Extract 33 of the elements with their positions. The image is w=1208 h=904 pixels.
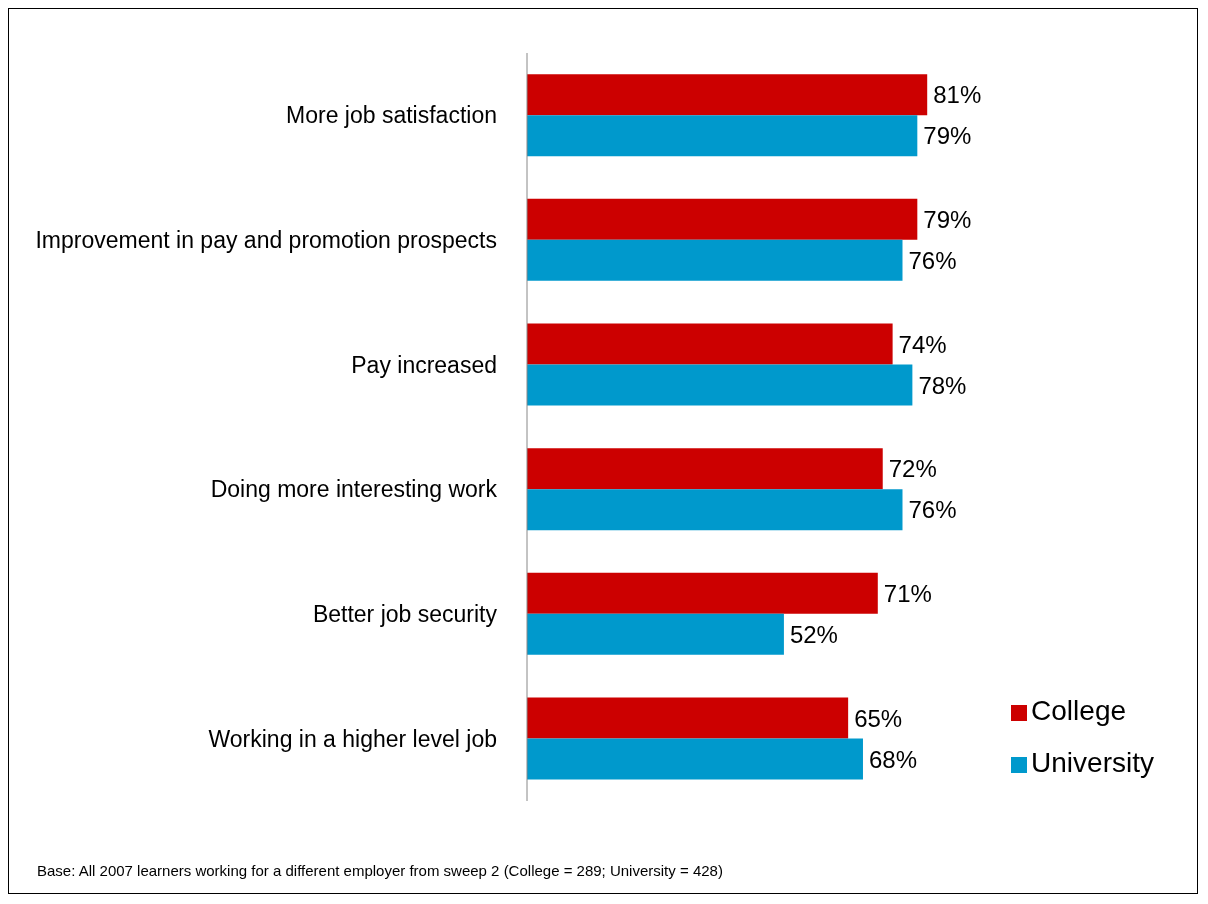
bar — [527, 74, 928, 116]
data-label: 74% — [898, 330, 947, 358]
data-label: 79% — [923, 122, 972, 150]
bar — [527, 572, 878, 614]
data-label: 68% — [868, 745, 918, 773]
y-tick-label: Working in a higher level job — [208, 725, 497, 752]
data-label: 52% — [789, 620, 838, 648]
bar — [527, 198, 918, 240]
y-tick-label: Pay increased — [351, 351, 497, 378]
bar — [527, 323, 893, 365]
data-label: 79% — [923, 205, 972, 233]
y-tick-label: Better job security — [312, 601, 498, 628]
bar — [527, 489, 903, 531]
y-tick-label: Improvement in pay and promotion prospects — [35, 227, 497, 254]
bar — [527, 613, 784, 655]
data-label: 71% — [883, 579, 932, 607]
bar — [527, 364, 913, 406]
legend-label: College — [1031, 695, 1127, 726]
data-label: 72% — [888, 455, 937, 483]
bar — [527, 239, 903, 281]
data-label: 76% — [908, 246, 957, 274]
text: Base: All 2007 learners working for a different employer from sweep 2 (College = 289; University = 428) — [37, 862, 723, 879]
data-label: 78% — [918, 371, 967, 399]
data-label: 65% — [854, 704, 903, 732]
bar — [527, 115, 918, 157]
bar — [527, 738, 863, 780]
y-tick-label: More job satisfaction — [286, 102, 497, 129]
y-tick-label: Doing more interesting work — [210, 476, 498, 503]
bar — [527, 448, 883, 490]
legend-label: University — [1031, 747, 1154, 778]
bar — [527, 697, 849, 739]
data-label: 81% — [933, 81, 982, 109]
data-label: 76% — [908, 496, 957, 524]
